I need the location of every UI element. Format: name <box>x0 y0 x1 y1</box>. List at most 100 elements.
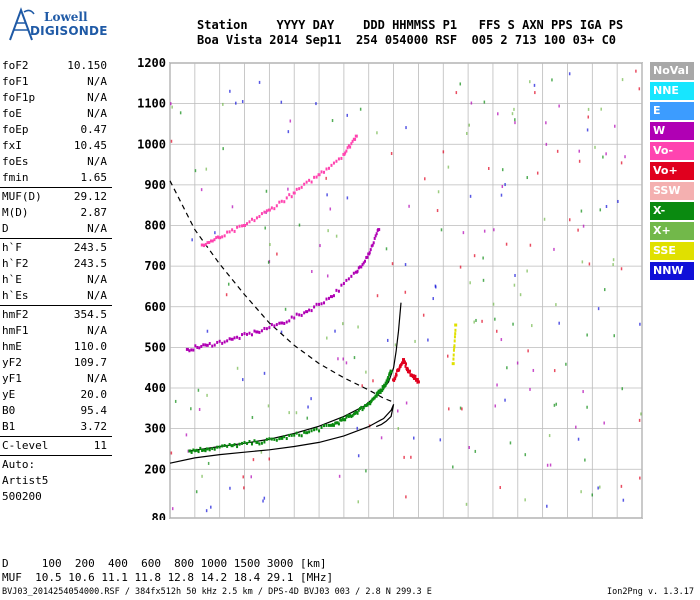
trace-point-x <box>364 404 367 408</box>
trace-point-w <box>278 321 281 325</box>
noise-echo <box>276 252 278 256</box>
noise-echo <box>500 338 503 342</box>
noise-echo <box>504 183 506 187</box>
noise-echo <box>448 407 450 411</box>
trace-point-w <box>208 342 211 346</box>
trace-point-x <box>334 421 337 425</box>
trace-point-x <box>331 423 334 427</box>
noise-echo <box>353 356 356 360</box>
noise-echo <box>524 453 527 457</box>
noise-echo <box>551 78 553 82</box>
noise-echo <box>545 142 548 146</box>
version-label: Ion2Png v. 1.3.17 <box>607 587 694 597</box>
param-name: B0 <box>2 404 16 417</box>
noise-echo <box>243 486 245 490</box>
trace-point-w <box>352 271 355 275</box>
trace-point-vo <box>273 207 276 211</box>
param-row: hmE 110.0 <box>0 339 112 355</box>
noise-echo <box>194 169 197 173</box>
noise-echo <box>447 165 450 169</box>
noise-echo <box>190 407 192 411</box>
noise-echo <box>492 302 495 306</box>
param-name: yE <box>2 388 16 401</box>
trace-point-vo <box>233 229 236 233</box>
param-value: 95.4 <box>80 404 108 417</box>
param-row: h`Es N/A <box>0 288 112 304</box>
noise-echo <box>612 263 614 267</box>
noise-echo <box>488 166 490 170</box>
noise-echo <box>380 436 383 440</box>
noise-echo <box>206 393 208 397</box>
trace-point-x <box>241 441 244 445</box>
trace-point-x <box>283 435 286 439</box>
trace-point-x <box>218 445 221 449</box>
trace-point-vo <box>258 214 261 218</box>
noise-echo <box>287 187 289 191</box>
trace-point-x <box>273 437 276 441</box>
noise-echo <box>462 231 465 235</box>
noise-echo <box>546 504 548 508</box>
trace-point-x <box>354 410 358 414</box>
noise-echo <box>452 465 454 469</box>
trace-point-x <box>323 424 326 428</box>
param-value: 10.45 <box>73 139 107 152</box>
trace-point-vo <box>305 180 308 184</box>
noise-echo <box>516 361 519 365</box>
curve-profile <box>169 404 395 464</box>
header-values: Boa Vista 2014 Sep11 254 054000 RSF 005 … <box>197 33 617 47</box>
trace-point-vo <box>416 380 420 384</box>
trace-point-w <box>354 270 358 274</box>
noise-echo <box>187 449 189 453</box>
trace-point-x <box>362 406 365 410</box>
noise-echo <box>231 205 234 209</box>
trace-point-x <box>356 411 359 415</box>
noise-echo <box>594 145 596 149</box>
noise-echo <box>569 218 571 222</box>
trace-point-w <box>221 341 224 345</box>
noise-echo <box>287 130 290 134</box>
noise-echo <box>359 107 362 111</box>
trace-point-vo <box>255 216 258 220</box>
noise-echo <box>494 404 497 408</box>
noise-echo <box>264 226 266 230</box>
trace-point-vo <box>411 374 415 378</box>
y-tick-label: 1200 <box>137 56 166 70</box>
trace-point-x <box>370 399 373 403</box>
trace-point-w <box>198 346 201 350</box>
noise-echo <box>469 194 472 198</box>
noise-echo <box>621 78 624 82</box>
antenna-icon <box>9 7 35 41</box>
trace-point-vo <box>416 378 419 382</box>
trace-point-vo <box>303 182 306 186</box>
trace-point-vo <box>337 157 340 161</box>
noise-echo <box>586 405 588 409</box>
noise-echo <box>614 124 616 128</box>
noise-echo <box>605 204 608 208</box>
param-value: 110.0 <box>73 340 107 353</box>
noise-echo <box>496 383 498 387</box>
noise-echo <box>410 455 412 459</box>
noise-echo <box>205 509 208 513</box>
trace-point-x <box>344 418 347 422</box>
param-value: 20.0 <box>80 388 108 401</box>
trace-point-x <box>268 437 271 441</box>
noise-echo <box>422 313 425 317</box>
noise-echo <box>543 217 546 221</box>
param-value: N/A <box>87 155 107 168</box>
trace-point-w <box>230 337 234 341</box>
noise-echo <box>591 493 594 497</box>
trace-point-x <box>347 414 350 418</box>
trace-point-x <box>295 431 298 435</box>
noise-echo <box>620 484 623 488</box>
legend-item-nne: NNE <box>650 82 694 100</box>
ionogram-plot: 1234567891011121314151617181920802003004… <box>137 56 643 520</box>
param-value: N/A <box>87 91 107 104</box>
trace-point-w <box>320 302 323 306</box>
trace-point-x <box>329 423 333 427</box>
trace-point-vo <box>243 224 247 227</box>
trace-point-x <box>384 383 387 387</box>
y-tick-label: 500 <box>144 340 166 354</box>
trace-point-w <box>342 282 345 286</box>
noise-echo <box>326 193 328 197</box>
trace-point-w <box>375 232 378 236</box>
